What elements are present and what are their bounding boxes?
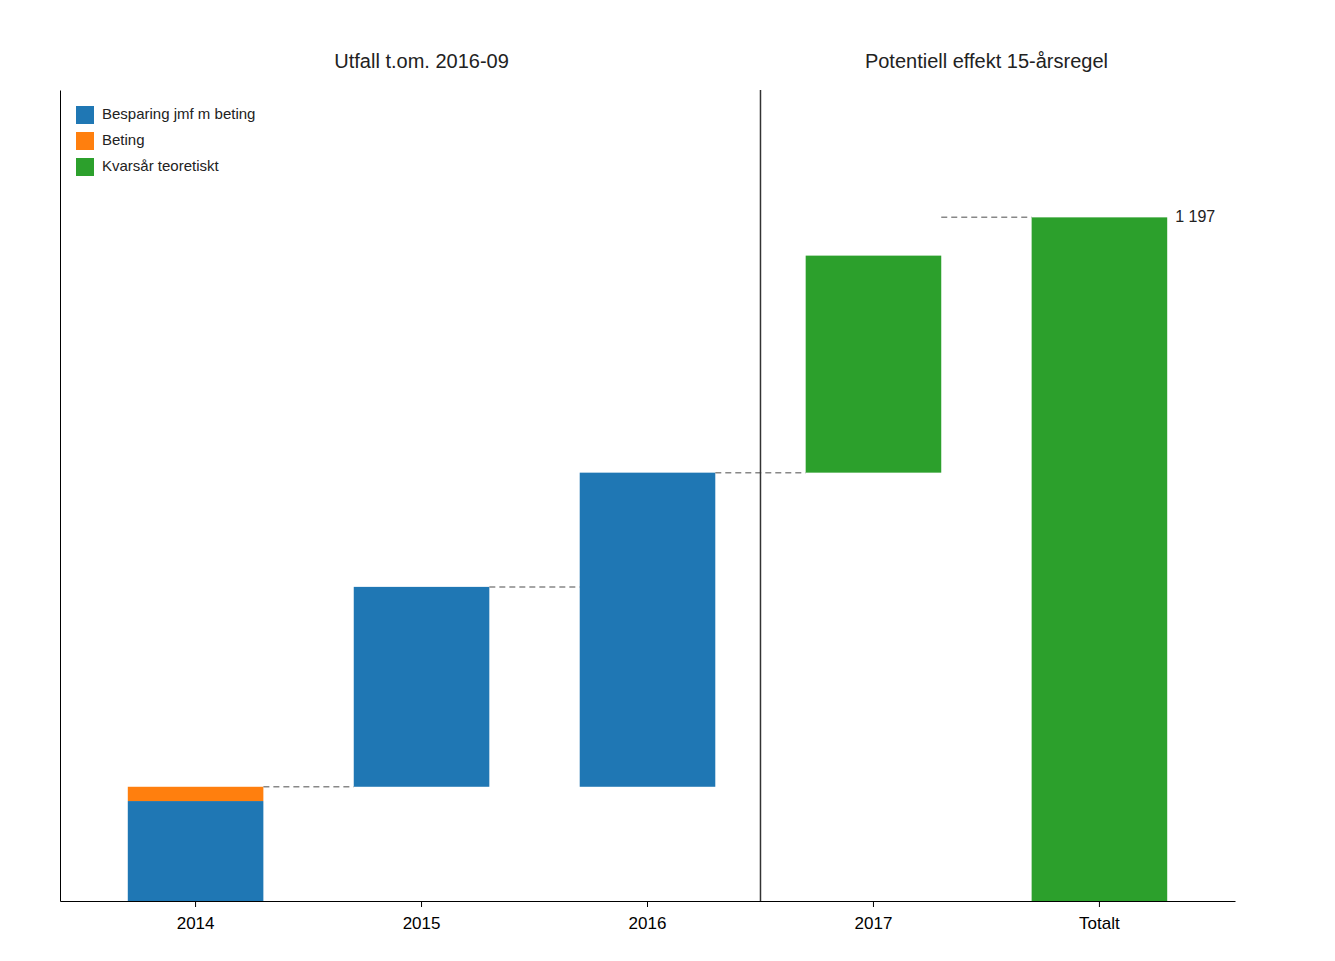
legend-swatch [76, 132, 94, 150]
bar [806, 256, 942, 473]
annotation: 1 197 [1175, 208, 1215, 225]
legend-item: Besparing jmf m beting [76, 105, 255, 124]
legend: Besparing jmf m beting Beting Kvarsår teor… [76, 105, 255, 176]
tick-label: Totalt [1079, 914, 1120, 933]
tick-label: 2014 [177, 914, 215, 933]
x-axis: 2014 2015 2016 2017 Totalt [61, 901, 1236, 933]
connector [263, 786, 353, 788]
section-title: Utfall t.om. 2016-09 [334, 50, 509, 72]
legend-label: Besparing jmf m beting [102, 105, 255, 122]
tick: 2014 [177, 901, 215, 933]
y-axis [60, 91, 61, 902]
divider [760, 90, 762, 901]
tick: 2015 [403, 901, 441, 933]
tick: 2017 [855, 901, 893, 933]
legend-swatch [76, 158, 94, 176]
legend-item: Kvarsår teoretiskt [76, 157, 220, 176]
tick-mark [647, 901, 648, 907]
section-title: Potentiell effekt 15-årsregel [865, 50, 1108, 72]
tick-label: 2015 [403, 914, 441, 933]
chart: Utfall t.om. 2016-09 Potentiell effekt 15… [0, 0, 1335, 961]
tick-mark [421, 901, 422, 907]
bar [580, 473, 716, 787]
marks [128, 217, 1167, 901]
tick-mark [873, 901, 874, 907]
bar [128, 801, 264, 901]
legend-label: Beting [102, 131, 145, 148]
legend-item: Beting [76, 131, 145, 150]
tick-label: 2017 [855, 914, 893, 933]
connector [489, 586, 579, 588]
axis-line [60, 91, 61, 902]
tick-label: 2016 [629, 914, 667, 933]
connector [941, 217, 1031, 219]
bar [1032, 217, 1168, 901]
bar [354, 587, 490, 787]
tick-mark [195, 901, 196, 907]
legend-swatch [76, 106, 94, 124]
bar [128, 787, 264, 801]
tick-mark [1099, 901, 1100, 907]
tick: Totalt [1079, 901, 1120, 933]
legend-label: Kvarsår teoretiskt [102, 157, 220, 174]
tick: 2016 [629, 901, 667, 933]
plot-area: Utfall t.om. 2016-09 Potentiell effekt 15… [61, 50, 1236, 933]
